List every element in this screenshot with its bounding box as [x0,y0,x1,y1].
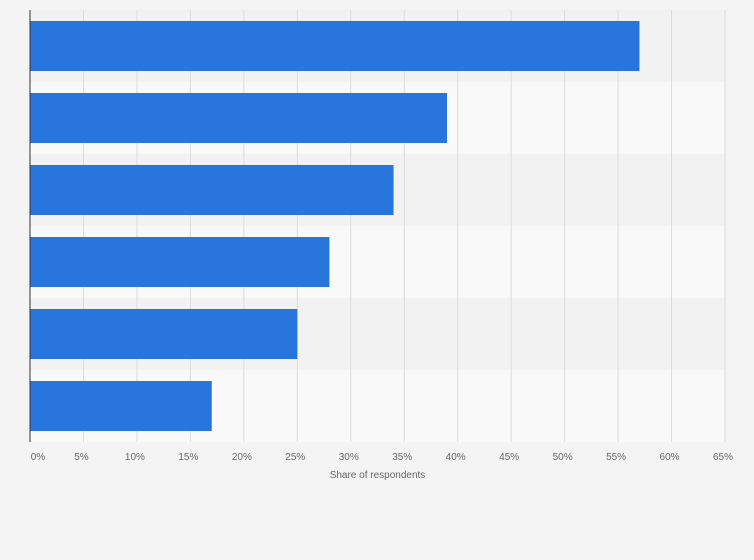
x-tick-label: 15% [178,452,198,463]
bar[interactable] [30,309,298,359]
x-tick-label: 55% [606,452,626,463]
bar[interactable] [30,165,394,215]
x-tick-label: 40% [446,452,466,463]
bar[interactable] [30,381,212,431]
bar[interactable] [30,237,330,287]
row-bands [30,10,725,442]
x-axis-title: Share of respondents [330,470,426,481]
bar[interactable] [30,21,640,71]
x-tick-label: 10% [125,452,145,463]
x-tick-label: 5% [74,452,89,463]
bar[interactable] [30,93,447,143]
gridlines [82,10,726,442]
x-tick-label: 30% [339,452,359,463]
x-tick-label: 0% [31,452,46,463]
x-tick-label: 35% [392,452,412,463]
x-tick-label: 65% [713,452,733,463]
x-tick-label: 50% [553,452,573,463]
x-tick-label: 60% [660,452,680,463]
bars [30,21,640,431]
x-axis-tick-labels: 0% 5% 10% 15% 20% 25% 30% 35% 40% 45% 50% 55% 60% 65% [31,452,733,463]
x-tick-label: 45% [499,452,519,463]
x-tick-label: 25% [285,452,305,463]
x-tick-label: 20% [232,452,252,463]
